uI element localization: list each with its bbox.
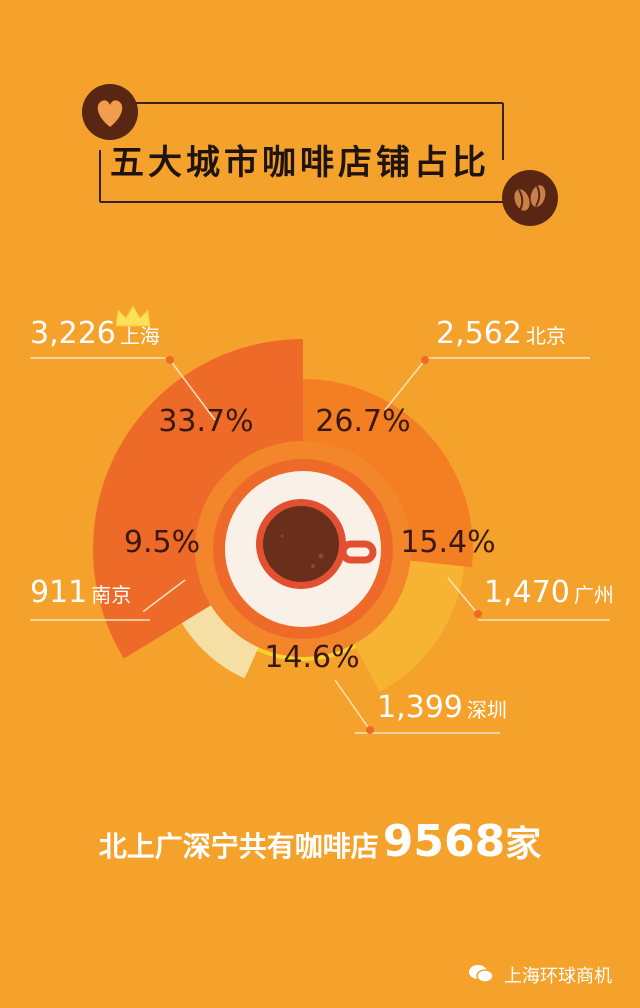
- pie-slice-1: [303, 379, 473, 568]
- slice-percent-label: 14.6%: [264, 640, 359, 675]
- leader-line: [139, 579, 186, 615]
- leader-line: [334, 679, 371, 731]
- leader-dot: [474, 610, 482, 618]
- slice-city-label: 1,399 深圳: [377, 690, 507, 725]
- leader-line: [447, 577, 479, 615]
- title-frame: [99, 102, 504, 203]
- pie-slices: [93, 339, 473, 692]
- leader-dot: [366, 726, 374, 734]
- leader-line: [169, 359, 216, 421]
- total-suffix: 家: [505, 824, 542, 865]
- leader-dot: [421, 356, 429, 364]
- slice-city-label: 2,562 北京: [436, 316, 566, 351]
- slice-city-label: 911 南京: [30, 575, 131, 610]
- leader-line: [384, 359, 426, 411]
- heart-icon: [82, 84, 138, 140]
- slice-percent-label: 33.7%: [158, 404, 253, 439]
- total-summary: 北上广深宁共有咖啡店9568家: [0, 815, 640, 867]
- crown-icon: [115, 305, 151, 327]
- slice-percent-label: 26.7%: [315, 404, 410, 439]
- total-number: 9568: [382, 816, 506, 867]
- pie-chart: 33.7% 3,226 上海 26.7% 2,562 北京 15.4% 1,470 广州 14.6…: [30, 316, 614, 734]
- wechat-icon: [469, 965, 494, 983]
- slice-city-label: 1,470 广州: [484, 575, 614, 610]
- leader-dot: [136, 610, 144, 618]
- coffee-bean-icon: [502, 170, 558, 226]
- leader-dot: [166, 356, 174, 364]
- slice-percent-label: 9.5%: [124, 525, 200, 560]
- total-prefix: 北上广深宁共有咖啡店: [98, 830, 379, 863]
- watermark: 上海环球商机: [504, 966, 612, 987]
- coffee-cup-icon: [256, 499, 377, 589]
- pie-slice-2: [350, 559, 465, 692]
- slice-city-label: 3,226 上海: [30, 316, 160, 351]
- slice-percent-label: 15.4%: [400, 525, 495, 560]
- pie-slice-4: [181, 601, 262, 679]
- slice-labels: 33.7% 3,226 上海 26.7% 2,562 北京 15.4% 1,470 广州 14.6…: [30, 316, 614, 734]
- pie-slice-0: [93, 339, 303, 659]
- chart-title: 五大城市咖啡店铺占比: [110, 143, 490, 183]
